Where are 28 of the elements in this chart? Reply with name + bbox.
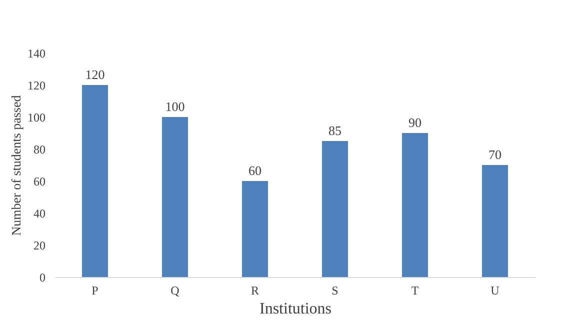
y-tick-label: 140 bbox=[28, 46, 46, 60]
y-tick-label: 40 bbox=[34, 206, 46, 220]
y-tick-label: 120 bbox=[28, 78, 46, 92]
bar bbox=[162, 117, 188, 277]
data-label: 70 bbox=[488, 147, 502, 162]
bar bbox=[322, 141, 348, 277]
y-tick-label: 80 bbox=[34, 142, 46, 156]
y-tick-label: 100 bbox=[28, 110, 46, 124]
x-tick-label: T bbox=[411, 284, 420, 298]
x-tick-label: P bbox=[92, 284, 99, 298]
data-label: 100 bbox=[165, 99, 185, 114]
y-tick-label: 60 bbox=[34, 174, 46, 188]
x-tick-label: S bbox=[332, 284, 338, 298]
data-label: 90 bbox=[408, 115, 422, 130]
x-tick-label: R bbox=[250, 284, 260, 298]
y-axis-title: Number of students passed bbox=[8, 94, 24, 236]
y-tick-label: 0 bbox=[40, 270, 46, 284]
x-tick-label: Q bbox=[170, 284, 180, 298]
bar bbox=[482, 165, 508, 277]
bar bbox=[82, 85, 108, 277]
data-label: 85 bbox=[328, 123, 342, 138]
y-tick-label: 20 bbox=[34, 238, 46, 252]
x-axis-title: Institutions bbox=[259, 300, 332, 318]
bar bbox=[242, 181, 268, 277]
data-label: 60 bbox=[248, 163, 262, 178]
bar bbox=[402, 133, 428, 277]
data-label: 120 bbox=[85, 67, 105, 82]
x-tick-label: U bbox=[490, 284, 500, 298]
